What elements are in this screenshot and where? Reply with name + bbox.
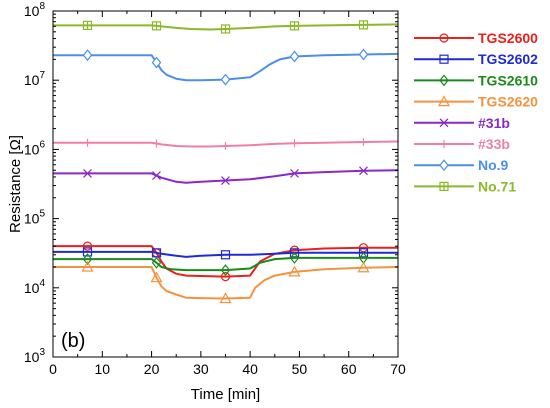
data-point-no71-cross — [359, 20, 368, 29]
data-point-tgs2610 — [151, 256, 162, 269]
legend: TGS2600 TGS2602 TGS2610 TGS2620 #31b #33b No.9… — [414, 30, 538, 194]
legend-item-31b: #31b — [414, 115, 510, 131]
x-tick-label: 10 — [94, 361, 110, 377]
x-tick-label: 70 — [390, 361, 406, 377]
x-axis-title: Time [min] — [191, 386, 260, 403]
legend-item-tgs2610: TGS2610 — [414, 72, 538, 88]
data-point-no71-cross — [152, 21, 161, 30]
data-point-no71-cross — [221, 24, 230, 33]
data-point-31b — [83, 168, 92, 178]
series-33b — [53, 137, 398, 150]
legend-label: #33b — [478, 136, 510, 152]
legend-label: TGS2620 — [478, 94, 538, 110]
x-tick-label: 60 — [341, 361, 357, 377]
panel-label: (b) — [61, 330, 85, 352]
series-31b — [53, 166, 398, 185]
legend-label: TGS2610 — [478, 72, 538, 88]
legend-item-no9: No.9 — [414, 157, 509, 173]
series-line-tgs2610 — [53, 256, 398, 272]
y-axis: 103 104 105 106 107 108 — [24, 1, 398, 365]
data-point-31b — [152, 171, 161, 180]
series-line-tgs2620 — [53, 266, 398, 300]
data-point-no9 — [151, 56, 162, 69]
y-tick-label: 106 — [24, 139, 46, 157]
data-point-tgs2610 — [289, 251, 300, 264]
y-axis-title: Resistance [Ω] — [7, 135, 24, 233]
data-point-tgs2602 — [82, 247, 93, 257]
y-tick-label: 108 — [24, 1, 46, 19]
data-point-tgs2620 — [357, 261, 370, 273]
legend-marker — [437, 95, 451, 107]
legend-label: TGS2600 — [478, 30, 538, 46]
y-tick-label: 107 — [24, 70, 46, 88]
data-point-33b — [359, 137, 368, 146]
legend-marker — [439, 54, 449, 64]
data-point-tgs2600 — [220, 272, 231, 282]
data-point-tgs2600 — [82, 241, 93, 251]
data-point-33b — [152, 139, 161, 148]
data-point-no71-cross — [290, 21, 299, 30]
data-point-no9 — [358, 48, 369, 61]
data-point-tgs2602 — [358, 248, 369, 258]
y-tick-label: 105 — [24, 209, 46, 227]
legend-label: #31b — [478, 115, 510, 131]
legend-marker — [439, 118, 449, 128]
data-point-33b — [290, 139, 299, 148]
legend-label: No.71 — [478, 178, 516, 194]
data-point-31b — [359, 166, 368, 176]
legend-item-tgs2600: TGS2600 — [414, 30, 538, 46]
data-point-no9 — [220, 73, 231, 86]
series-no9 — [53, 48, 398, 86]
x-tick-label: 50 — [292, 361, 308, 377]
x-axis: 0 10 20 30 40 50 60 70 — [49, 11, 406, 377]
legend-item-33b: #33b — [414, 136, 510, 152]
data-point-tgs2620 — [219, 292, 232, 304]
legend-label: No.9 — [478, 157, 509, 173]
data-point-tgs2600 — [358, 243, 369, 253]
series-tgs2620 — [53, 260, 398, 304]
data-point-tgs2620 — [288, 265, 301, 277]
data-point-31b — [221, 176, 230, 185]
legend-label: TGS2602 — [478, 51, 538, 67]
series-layer — [53, 20, 398, 304]
data-point-tgs2620 — [81, 260, 94, 272]
legend-item-no71: No.71 — [414, 178, 516, 194]
legend-marker — [439, 74, 449, 87]
y-tick-label: 104 — [24, 278, 46, 296]
legend-item-tgs2620: TGS2620 — [414, 94, 538, 110]
legend-marker — [440, 140, 448, 148]
legend-marker — [439, 159, 449, 172]
x-tick-label: 20 — [144, 361, 160, 377]
legend-marker — [439, 33, 449, 43]
data-point-33b — [221, 141, 230, 150]
legend-marker-cross — [440, 182, 448, 191]
data-point-33b — [83, 138, 92, 147]
y-tick-label: 103 — [24, 347, 46, 365]
data-point-no9 — [289, 50, 300, 63]
series-no71 — [53, 20, 398, 34]
legend-item-tgs2602: TGS2602 — [414, 51, 538, 67]
data-point-tgs2610 — [82, 253, 93, 266]
data-point-tgs2602 — [220, 250, 231, 260]
data-point-31b — [290, 168, 299, 178]
x-tick-label: 0 — [49, 361, 57, 377]
x-tick-label: 30 — [193, 361, 209, 377]
plot-frame — [52, 10, 399, 358]
series-tgs2610 — [53, 251, 398, 277]
data-point-no9 — [82, 49, 93, 62]
x-tick-label: 40 — [242, 361, 258, 377]
data-point-tgs2620 — [150, 271, 163, 283]
series-line-tgs2602 — [53, 250, 398, 258]
data-point-no71-cross — [83, 21, 92, 30]
data-point-tgs2602 — [289, 248, 300, 258]
data-point-tgs2610 — [220, 264, 231, 277]
